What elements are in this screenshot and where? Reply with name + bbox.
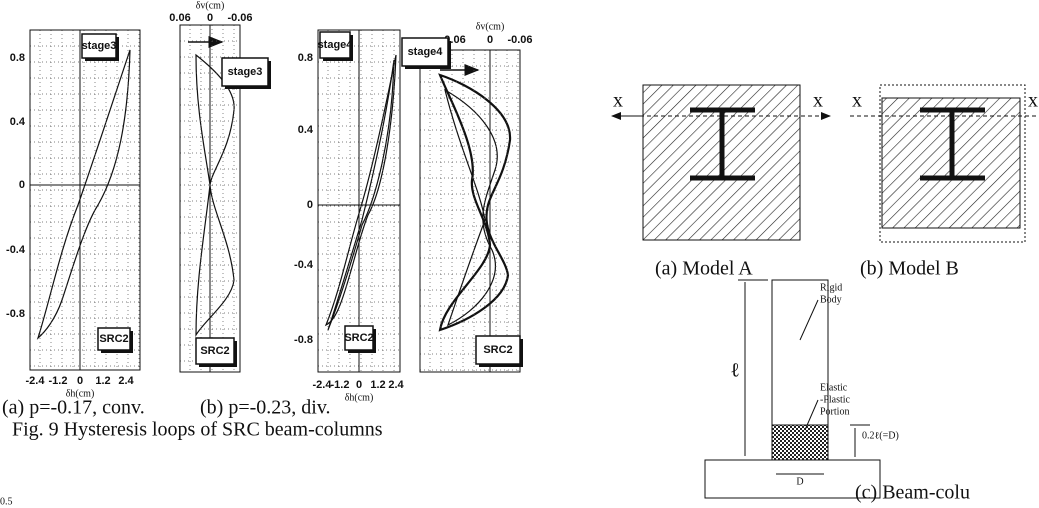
hysteresis-curve bbox=[438, 73, 512, 332]
dimension: ℓ bbox=[730, 360, 740, 382]
top-tick-label: -0.06 bbox=[227, 12, 252, 24]
plastic-portion bbox=[771, 424, 829, 461]
y-tick-label: 0.4 bbox=[298, 124, 314, 136]
x-tick-label: 1.2 bbox=[95, 375, 110, 387]
x-tick-label: 0 bbox=[356, 379, 362, 391]
label-box bbox=[97, 327, 131, 351]
axis-label: x bbox=[813, 90, 823, 112]
x-axis-label: δh(cm) bbox=[66, 388, 95, 399]
label-box bbox=[221, 57, 269, 87]
top-tick-label: 0.06 bbox=[169, 12, 190, 24]
panel-label: SRC2 bbox=[200, 345, 229, 357]
panel-label: stage4 bbox=[408, 46, 444, 58]
dim-ticks bbox=[738, 279, 870, 461]
axis-label: x bbox=[852, 90, 862, 112]
hysteresis-curve bbox=[327, 59, 395, 331]
y-tick-label: 0 bbox=[19, 179, 25, 191]
hysteresis-curve bbox=[195, 53, 235, 338]
label-box bbox=[475, 335, 521, 365]
fragment: 0.5 bbox=[0, 496, 13, 507]
x-axis-label: δh(cm) bbox=[345, 392, 374, 403]
annotation: Elastic bbox=[820, 382, 848, 393]
caption: (c) Beam-colu bbox=[855, 482, 970, 504]
x-tick-label: 0 bbox=[77, 375, 83, 387]
x-tick-label: -2.4 bbox=[26, 375, 46, 387]
top-tick-label: 0 bbox=[207, 12, 213, 24]
hysteresis-curve bbox=[444, 88, 498, 327]
axis-label: x bbox=[613, 90, 623, 112]
y-tick-label: 0.8 bbox=[298, 52, 313, 64]
top-axis-label: δv(cm) bbox=[196, 0, 225, 11]
figure-caption: Fig. 9 Hysteresis loops of SRC beam-colu… bbox=[12, 419, 383, 441]
caption: (a) p=-0.17, conv. bbox=[2, 397, 145, 419]
y-tick-label: 0 bbox=[307, 199, 313, 211]
steel-section bbox=[690, 107, 755, 181]
annotation: Body bbox=[820, 294, 842, 305]
y-tick-label: -0.8 bbox=[6, 308, 25, 320]
dimension: 0.2ℓ(=D) bbox=[862, 430, 899, 441]
annotation: Portion bbox=[820, 406, 849, 417]
caption: (b) Model B bbox=[860, 258, 959, 280]
base bbox=[704, 459, 881, 499]
plot-frame bbox=[29, 29, 141, 371]
leader bbox=[799, 299, 819, 431]
top-tick-label: 0 bbox=[487, 34, 493, 46]
axis-label: x bbox=[1028, 90, 1038, 112]
label-box bbox=[195, 337, 235, 365]
x-tick-label: -1.2 bbox=[49, 375, 68, 387]
panel-label: SRC2 bbox=[483, 344, 512, 356]
panel-label: stage3 bbox=[82, 40, 117, 52]
section-b-outline bbox=[879, 84, 1026, 243]
steel-section bbox=[920, 107, 985, 181]
x-tick-label: 1.2 bbox=[370, 379, 385, 391]
caption: (b) p=-0.23, div. bbox=[200, 397, 331, 419]
panel-label: SRC2 bbox=[344, 332, 373, 344]
label-box bbox=[401, 37, 449, 67]
y-tick-label: 0.4 bbox=[10, 116, 26, 128]
annotation: Rigid bbox=[820, 282, 842, 293]
dimension: D bbox=[796, 476, 803, 487]
y-tick-label: 0.8 bbox=[10, 52, 25, 64]
label-box bbox=[344, 325, 374, 351]
panel-label: stage4 bbox=[318, 39, 354, 51]
x-tick-label: -2.4 bbox=[313, 379, 333, 391]
x-tick-label: 2.4 bbox=[388, 379, 404, 391]
y-tick-label: -0.8 bbox=[294, 334, 313, 346]
hysteresis-curve bbox=[324, 54, 397, 327]
plot-frame bbox=[419, 49, 521, 373]
x-tick-label: -1.2 bbox=[331, 379, 350, 391]
label-box bbox=[319, 31, 351, 59]
caption: (a) Model A bbox=[655, 258, 753, 280]
top-tick-label: -0.06 bbox=[507, 34, 532, 46]
y-tick-label: -0.4 bbox=[6, 244, 26, 256]
annotation: -Plastic bbox=[820, 394, 851, 405]
x-tick-label: 2.4 bbox=[118, 375, 134, 387]
top-axis-label: δv(cm) bbox=[476, 21, 505, 32]
y-tick-label: -0.4 bbox=[294, 259, 314, 271]
hysteresis-curve bbox=[36, 49, 131, 340]
label-box bbox=[81, 33, 117, 59]
panel-label: stage3 bbox=[228, 66, 263, 78]
figure bbox=[36, 36, 1039, 499]
panel-label: SRC2 bbox=[99, 333, 128, 345]
